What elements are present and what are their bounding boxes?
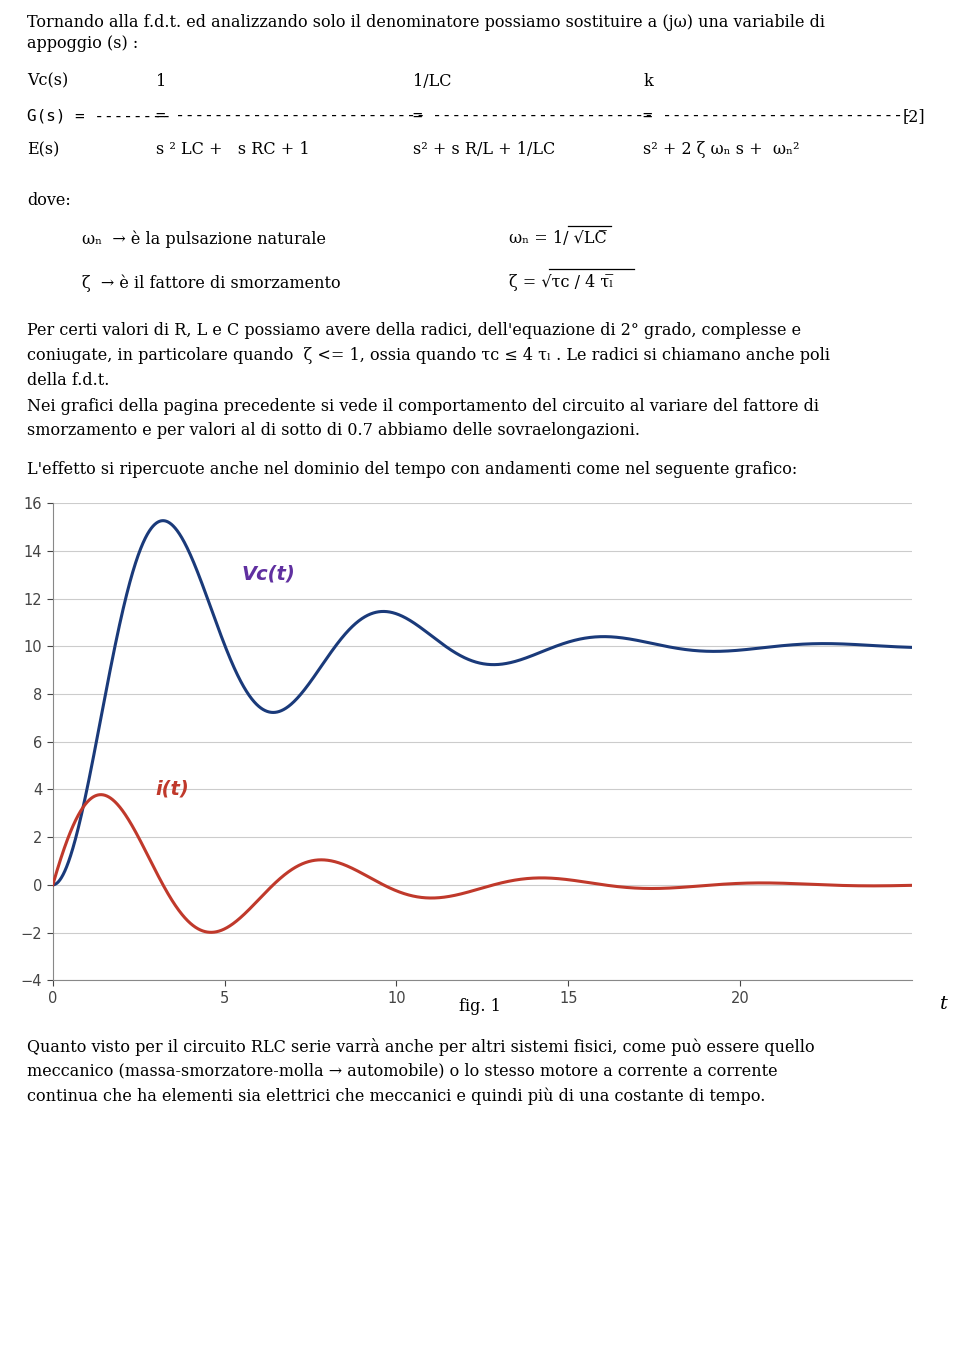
- Text: = -----------------------: = -----------------------: [413, 108, 654, 123]
- Text: L'effetto si ripercuote anche nel dominio del tempo con andamenti come nel segue: L'effetto si ripercuote anche nel domini…: [27, 461, 797, 477]
- Text: Vc(t): Vc(t): [242, 565, 296, 584]
- Text: = --------------------------: = --------------------------: [156, 108, 425, 123]
- Text: s² + 2 ζ ωₙ s +  ωₙ²: s² + 2 ζ ωₙ s + ωₙ²: [643, 141, 800, 158]
- Text: fig. 1: fig. 1: [459, 998, 501, 1015]
- Text: G(s) = --------: G(s) = --------: [27, 108, 171, 123]
- Text: k: k: [643, 73, 653, 89]
- Text: s² + s R/L + 1/LC: s² + s R/L + 1/LC: [413, 141, 555, 158]
- Text: s ² LC +   s RC + 1: s ² LC + s RC + 1: [156, 141, 309, 158]
- Text: i(t): i(t): [156, 779, 190, 798]
- Text: t: t: [940, 995, 948, 1013]
- Text: Vc(s): Vc(s): [27, 73, 68, 89]
- Text: 1: 1: [156, 73, 166, 89]
- Text: E(s): E(s): [27, 141, 60, 158]
- Text: Quanto visto per il circuito RLC serie varrà anche per altri sistemi fisici, com: Quanto visto per il circuito RLC serie v…: [27, 1038, 814, 1056]
- Text: appoggio (s) :: appoggio (s) :: [27, 34, 138, 52]
- Text: meccanico (massa-smorzatore-molla → automobile) o lo stesso motore a corrente a : meccanico (massa-smorzatore-molla → auto…: [27, 1063, 778, 1079]
- Text: Per certi valori di R, L e C possiamo avere della radici, dell'equazione di 2° g: Per certi valori di R, L e C possiamo av…: [27, 322, 801, 339]
- Text: dove:: dove:: [27, 192, 71, 208]
- Text: [2]: [2]: [902, 108, 925, 125]
- Text: = --------------------------: = --------------------------: [643, 108, 913, 123]
- Text: Tornando alla f.d.t. ed analizzando solo il denominatore possiamo sostituire a (: Tornando alla f.d.t. ed analizzando solo…: [27, 14, 825, 32]
- Text: ωₙ  → è la pulsazione naturale: ωₙ → è la pulsazione naturale: [82, 230, 325, 248]
- Text: continua che ha elementi sia elettrici che meccanici e quindi più di una costant: continua che ha elementi sia elettrici c…: [27, 1087, 765, 1105]
- Text: smorzamento e per valori al di sotto di 0.7 abbiamo delle sovraelongazioni.: smorzamento e per valori al di sotto di …: [27, 422, 640, 439]
- Text: ζ = √τᴄ / 4 τₗ̅̅̅̅̅̅̅̅̅̅̅̅: ζ = √τᴄ / 4 τₗ̅̅̅̅̅̅̅̅̅̅̅̅: [509, 274, 613, 291]
- Text: della f.d.t.: della f.d.t.: [27, 372, 109, 388]
- Text: ζ  → è il fattore di smorzamento: ζ → è il fattore di smorzamento: [82, 274, 340, 292]
- Text: coniugate, in particolare quando  ζ <= 1, ossia quando τᴄ ≤ 4 τₗ . Le radici si : coniugate, in particolare quando ζ <= 1,…: [27, 347, 829, 363]
- Text: Nei grafici della pagina precedente si vede il comportamento del circuito al var: Nei grafici della pagina precedente si v…: [27, 398, 819, 414]
- Text: ωₙ = 1/ √LC̅: ωₙ = 1/ √LC̅: [509, 230, 607, 247]
- Text: 1/LC: 1/LC: [413, 73, 451, 89]
